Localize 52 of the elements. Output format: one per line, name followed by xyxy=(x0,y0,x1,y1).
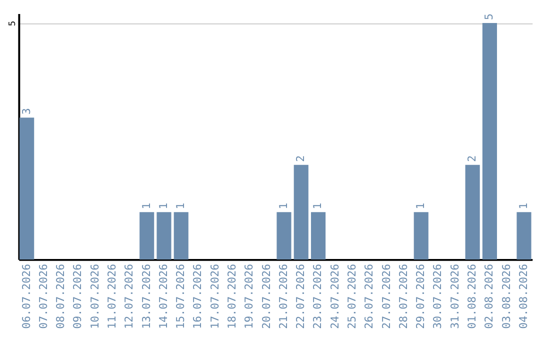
x-tick-label: 03.08.2026 xyxy=(500,264,513,329)
bar xyxy=(140,212,154,260)
bar xyxy=(465,164,480,260)
x-tick-label: 19.07.2026 xyxy=(242,264,256,329)
data-label: 5 xyxy=(482,14,496,20)
data-label: 1 xyxy=(516,202,530,210)
x-tick-label: 22.07.2026 xyxy=(294,264,308,329)
data-label: 1 xyxy=(311,202,324,210)
x-tick-label: 01.08.2026 xyxy=(466,264,479,329)
bar xyxy=(482,23,497,260)
x-tick-label: 15.07.2026 xyxy=(174,264,188,329)
x-tick-label: 13.07.2026 xyxy=(140,264,153,329)
bar xyxy=(20,118,34,260)
data-label: 2 xyxy=(466,155,479,162)
x-tick-label: 23.07.2026 xyxy=(311,264,324,329)
data-label: 2 xyxy=(294,155,308,162)
x-tick-label: 17.07.2026 xyxy=(208,264,222,329)
x-tick-label: 12.07.2026 xyxy=(122,264,136,329)
data-label: 1 xyxy=(140,202,153,210)
x-tick-label: 04.08.2026 xyxy=(516,264,530,329)
x-tick-label: 25.07.2026 xyxy=(346,264,359,329)
x-tick-label: 20.07.2026 xyxy=(260,264,273,329)
x-tick-label: 29.07.2026 xyxy=(414,264,428,329)
x-tick-label: 06.07.2026 xyxy=(20,264,33,329)
bar xyxy=(174,212,188,260)
bar xyxy=(414,212,428,260)
bar xyxy=(294,164,308,260)
x-tick-label: 08.07.2026 xyxy=(54,264,68,329)
x-tick-label: 02.08.2026 xyxy=(482,264,496,329)
x-tick-label: 07.07.2026 xyxy=(36,264,50,329)
bar xyxy=(310,212,326,260)
bar xyxy=(156,212,172,260)
x-tick-label: 11.07.2026 xyxy=(106,264,118,329)
x-tick-label: 14.07.2026 xyxy=(156,264,170,329)
x-tick-label: 10.07.2026 xyxy=(88,264,102,329)
data-label: 1 xyxy=(174,202,188,210)
x-tick-label: 28.07.2026 xyxy=(396,264,410,329)
x-tick-label: 31.07.2026 xyxy=(448,264,462,329)
x-tick-label: 16.07.2026 xyxy=(191,264,204,329)
x-tick-label: 21.07.2026 xyxy=(276,264,290,329)
x-tick-label: 18.07.2026 xyxy=(226,264,238,329)
x-tick-label: 30.07.2026 xyxy=(431,264,444,329)
x-tick-label: 09.07.2026 xyxy=(71,264,84,329)
data-label: 1 xyxy=(156,202,170,210)
x-tick-label: 27.07.2026 xyxy=(380,264,393,329)
x-tick-label: 24.07.2026 xyxy=(328,264,342,329)
data-label: 1 xyxy=(276,202,290,210)
x-tick-label: 26.07.2026 xyxy=(362,264,376,329)
bar xyxy=(276,212,292,260)
bar xyxy=(516,212,532,260)
data-label: 1 xyxy=(414,202,428,210)
data-label: 3 xyxy=(20,108,33,115)
